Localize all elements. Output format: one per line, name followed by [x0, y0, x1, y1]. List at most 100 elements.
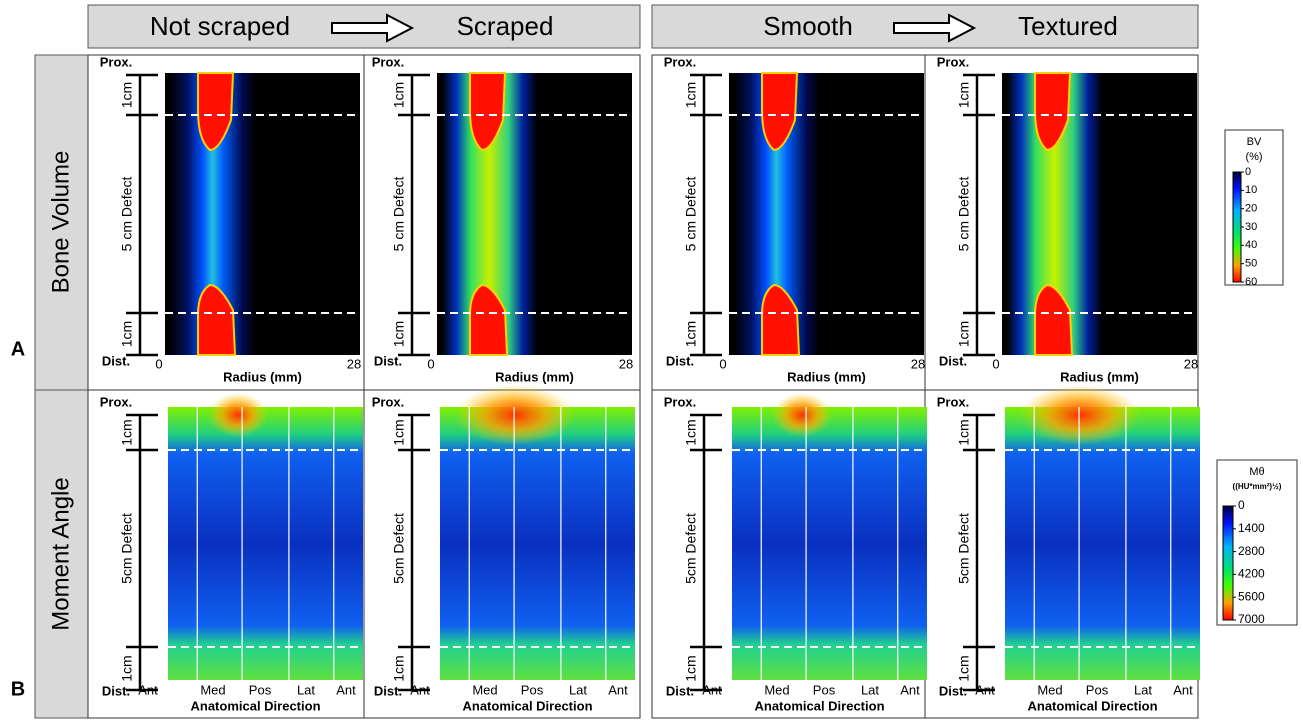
label: Lat: [569, 682, 587, 697]
label: 0: [155, 356, 162, 371]
label: 1cm: [119, 82, 135, 108]
label: Dist.: [666, 683, 694, 698]
label: Prox.: [664, 394, 697, 409]
label: Dist.: [102, 683, 130, 698]
label: 1cm: [391, 419, 407, 445]
label: 0: [427, 356, 434, 371]
label: 0: [1238, 498, 1245, 512]
label: Bone Volume: [47, 151, 74, 294]
arrow: [331, 13, 415, 43]
label: 5cm Defect: [683, 513, 699, 584]
label: Ant: [1173, 682, 1193, 697]
hotspot: [455, 385, 575, 445]
label: Lat: [1134, 682, 1152, 697]
label: A: [11, 338, 25, 360]
label: 60: [1245, 276, 1257, 288]
label: Med: [200, 682, 225, 697]
label: Anatomical Direction: [462, 698, 592, 713]
label: 1cm: [956, 655, 972, 681]
label: Pos: [1086, 682, 1109, 697]
hotspot: [1020, 385, 1140, 445]
cortex-top: [1034, 72, 1072, 152]
label: Lat: [297, 682, 315, 697]
label: Prox.: [664, 54, 697, 69]
label: Ant: [975, 682, 995, 697]
label: 28: [619, 356, 633, 371]
label: Dist.: [374, 353, 402, 368]
cortex-top: [761, 72, 799, 152]
label: BV: [1247, 136, 1262, 148]
row-box: [34, 389, 89, 719]
label: Dist.: [666, 353, 694, 368]
label: 1cm: [956, 321, 972, 347]
label: 28: [1184, 356, 1198, 371]
label: 5cm Defect: [956, 513, 972, 584]
label: Ant: [410, 682, 430, 697]
label: 1cm: [119, 321, 135, 347]
label: Ant: [336, 682, 356, 697]
label: Anatomical Direction: [190, 698, 320, 713]
label: Pos: [249, 682, 272, 697]
label: Pos: [521, 682, 544, 697]
cortex-bottom: [469, 283, 509, 356]
label: 40: [1245, 239, 1257, 251]
label: 0: [1245, 166, 1251, 178]
hotspot: [772, 393, 832, 437]
label: 1cm: [683, 419, 699, 445]
label: Ant: [138, 682, 158, 697]
label: 1400: [1238, 521, 1265, 535]
cortex-bottom: [197, 283, 237, 356]
cortex-top: [197, 72, 235, 152]
label: 5600: [1238, 589, 1265, 603]
label: 5 cm Defect: [683, 177, 699, 252]
label: Ant: [702, 682, 722, 697]
label: Med: [764, 682, 789, 697]
label: 0: [992, 356, 999, 371]
label: 1cm: [683, 82, 699, 108]
label: 30: [1245, 221, 1257, 233]
label: Pos: [813, 682, 836, 697]
label: Anatomical Direction: [1027, 698, 1157, 713]
label: 5 cm Defect: [956, 177, 972, 252]
label: Med: [1037, 682, 1062, 697]
label: Dist.: [102, 353, 130, 368]
label: Anatomical Direction: [754, 698, 884, 713]
label: 2800: [1238, 544, 1265, 558]
label: Dist.: [374, 683, 402, 698]
label: 0: [719, 356, 726, 371]
cortex-top: [469, 72, 507, 152]
label: Moment Angle: [47, 477, 74, 630]
label: 1cm: [391, 655, 407, 681]
label: 7000: [1238, 612, 1265, 626]
row-box: [34, 54, 89, 391]
label: Radius (mm): [1060, 369, 1139, 384]
cortex-bottom: [1034, 283, 1074, 356]
label: Scraped: [457, 11, 554, 41]
label: 5 cm Defect: [119, 177, 135, 252]
label: (%): [1245, 151, 1262, 163]
label: 1cm: [956, 82, 972, 108]
colorbar: [1232, 171, 1242, 283]
colorbar: [1222, 505, 1234, 621]
label: Lat: [861, 682, 879, 697]
label: 50: [1245, 258, 1257, 270]
label: 10: [1245, 184, 1257, 196]
moment-map: [732, 407, 927, 680]
label: Prox.: [100, 54, 133, 69]
label: 1cm: [683, 655, 699, 681]
label: Prox.: [372, 54, 405, 69]
label: B: [11, 678, 25, 700]
label: 1cm: [956, 419, 972, 445]
label: Smooth: [763, 11, 853, 41]
label: Prox.: [937, 394, 970, 409]
label: 5 cm Defect: [391, 177, 407, 252]
label: Not scraped: [150, 11, 290, 41]
label: 28: [911, 356, 925, 371]
label: Prox.: [372, 394, 405, 409]
moment-map: [1005, 407, 1200, 680]
hotspot: [208, 393, 268, 437]
label: Mθ: [1249, 466, 1264, 478]
label: 1cm: [391, 321, 407, 347]
label: 5cm Defect: [119, 513, 135, 584]
